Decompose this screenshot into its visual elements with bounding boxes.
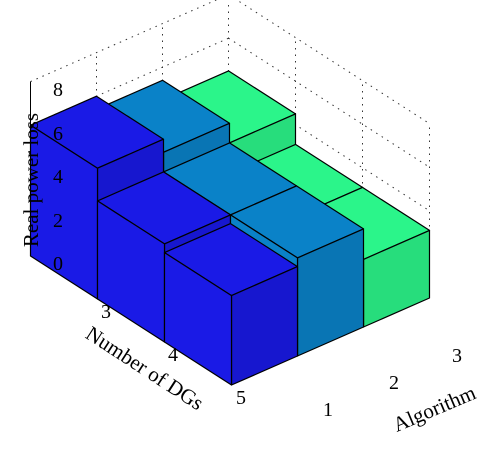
y-tick-label: 3 bbox=[101, 301, 111, 323]
z-tick-label: 4 bbox=[53, 166, 63, 188]
bar-side-face bbox=[163, 252, 233, 386]
x-axis-ticks: 1 2 3 bbox=[323, 345, 462, 421]
x-axis-title: Algorithm bbox=[389, 380, 479, 436]
x-tick-label: 2 bbox=[389, 372, 399, 394]
z-tick-label: 8 bbox=[53, 79, 63, 101]
z-axis-ticks: 0 2 4 6 8 bbox=[53, 79, 63, 275]
bar bbox=[163, 223, 299, 386]
side-wall-gridline bbox=[235, 0, 430, 125]
back-wall-gridline bbox=[30, 0, 218, 83]
z-axis-title: Real power loss bbox=[19, 113, 43, 247]
side-wall-gridline bbox=[228, 37, 430, 168]
bar-side-face bbox=[96, 200, 166, 343]
x-tick-label: 3 bbox=[452, 345, 462, 367]
bar-side-face bbox=[29, 124, 99, 300]
y-tick-label: 4 bbox=[168, 344, 178, 366]
z-tick-label: 6 bbox=[53, 123, 63, 145]
z-tick-label: 0 bbox=[53, 253, 63, 275]
y-tick-label: 5 bbox=[236, 387, 246, 409]
z-tick-label: 2 bbox=[53, 210, 63, 232]
y-axis-ticks: 3 4 5 bbox=[101, 301, 246, 409]
x-tick-label: 1 bbox=[323, 399, 333, 421]
bars bbox=[29, 70, 431, 386]
